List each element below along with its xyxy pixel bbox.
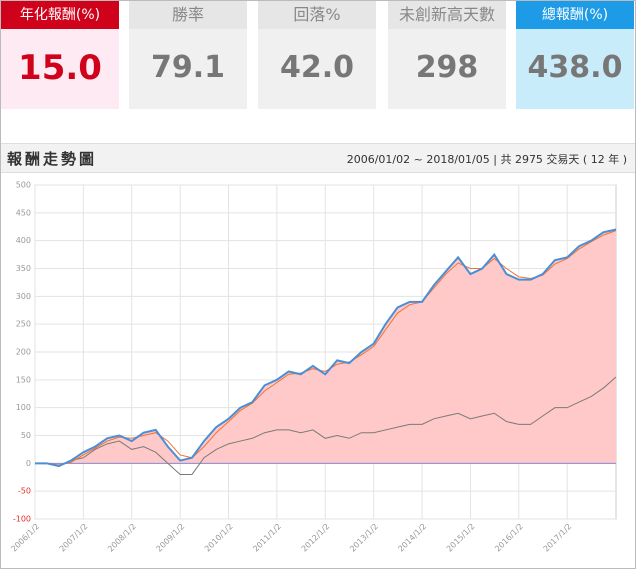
x-tick-label: 2014/1/2 xyxy=(396,522,428,554)
y-tick-label: 150 xyxy=(16,375,31,384)
chart-title: 報酬走勢圖 xyxy=(7,150,98,168)
y-tick-label: 350 xyxy=(16,264,31,273)
x-tick-label: 2008/1/2 xyxy=(106,522,138,554)
x-tick-label: 2009/1/2 xyxy=(155,522,187,554)
x-tick-label: 2017/1/2 xyxy=(542,522,574,554)
area xyxy=(35,229,616,467)
y-tick-label: 300 xyxy=(16,292,31,301)
stat-card: 勝率 79.1 xyxy=(129,1,247,109)
series-line xyxy=(35,376,617,475)
y-tick-label: 450 xyxy=(16,208,31,217)
x-tick-label: 2012/1/2 xyxy=(300,522,332,554)
stat-label: 回落% xyxy=(258,1,376,29)
x-tick-label: 2011/1/2 xyxy=(251,522,283,554)
y-tick-label: 400 xyxy=(16,236,31,245)
stat-label: 年化報酬(%) xyxy=(1,1,119,29)
stat-card: 未創新高天數 298 xyxy=(388,1,506,109)
series-line xyxy=(35,230,617,466)
series-line xyxy=(35,228,617,468)
stat-value: 438.0 xyxy=(516,29,634,109)
y-tick-label: 250 xyxy=(16,320,31,329)
chart-header: 報酬走勢圖 2006/01/02 ~ 2018/01/05 | 共 2975 交… xyxy=(1,143,635,173)
stat-card: 年化報酬(%) 15.0 xyxy=(1,1,119,109)
stat-value: 79.1 xyxy=(129,29,247,109)
x-tick-label: 2013/1/2 xyxy=(348,522,380,554)
stat-label: 未創新高天數 xyxy=(388,1,506,29)
y-tick-label: 500 xyxy=(16,181,31,190)
stat-card: 回落% 42.0 xyxy=(258,1,376,109)
x-tick-label: 2016/1/2 xyxy=(493,522,525,554)
x-tick-label: 2015/1/2 xyxy=(445,522,477,554)
stat-card: 總報酬(%) 438.0 xyxy=(516,1,634,109)
y-tick-label: 0 xyxy=(26,459,31,468)
x-tick-label: 2010/1/2 xyxy=(203,522,235,554)
stat-value: 42.0 xyxy=(258,29,376,109)
y-tick-label: 100 xyxy=(16,403,31,412)
x-tick-label: 2006/1/2 xyxy=(9,522,41,554)
stat-value: 15.0 xyxy=(1,29,119,109)
chart-subtitle: 2006/01/02 ~ 2018/01/05 | 共 2975 交易天 ( 1… xyxy=(346,153,627,166)
y-tick-label: -100 xyxy=(13,515,31,524)
stat-label: 勝率 xyxy=(129,1,247,29)
chart: -100 -50 0 50 100 150 200 250 300 350 400 450 500 200… xyxy=(9,181,617,554)
y-tick-label: 50 xyxy=(21,431,31,440)
stat-label: 總報酬(%) xyxy=(516,1,634,29)
x-tick-label: 2007/1/2 xyxy=(58,522,90,554)
y-tick-label: -50 xyxy=(18,487,31,496)
y-tick-label: 200 xyxy=(16,348,31,357)
stat-value: 298 xyxy=(388,29,506,109)
